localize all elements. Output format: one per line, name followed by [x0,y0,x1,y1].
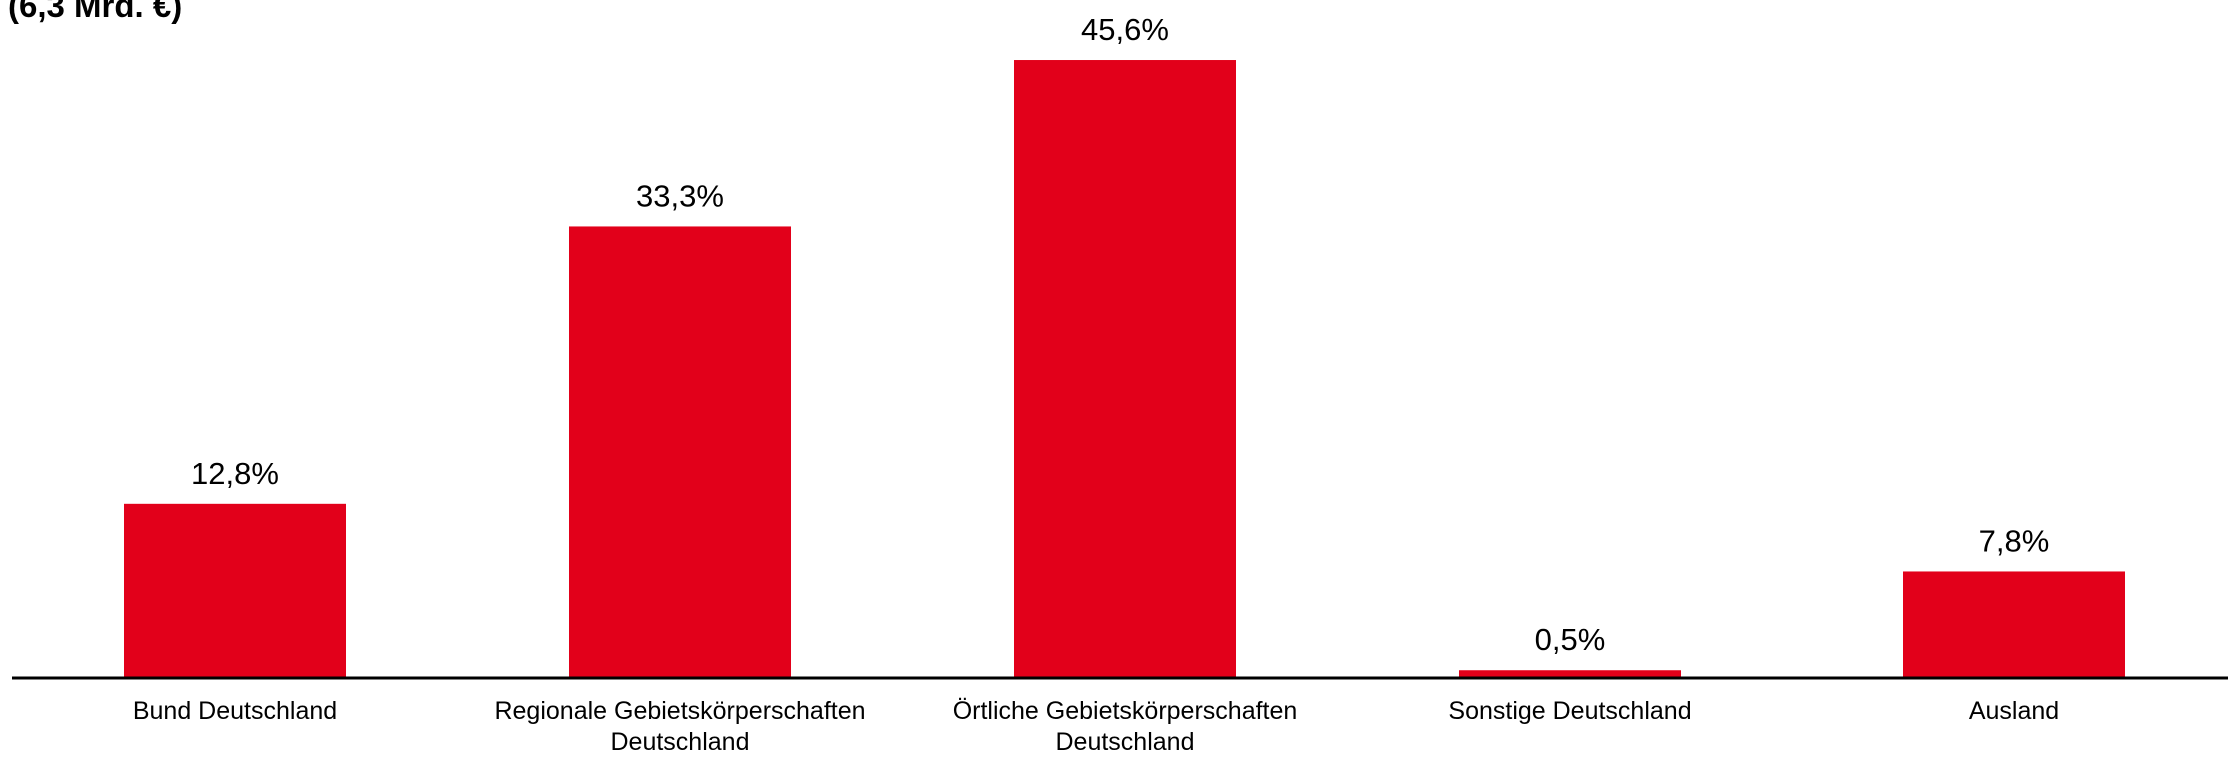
value-label-4: 0,5% [1535,622,1606,657]
category-label-line: Sonstige Deutschland [1448,697,1691,725]
value-labels-layer: 12,8% 33,3% 45,6% 0,5% 7,8% [191,12,2049,657]
value-label-1: 12,8% [191,456,279,491]
value-label-2: 33,3% [636,178,724,213]
chart-title: (6,3 Mrd. €) [8,0,183,24]
category-label-5: Ausland [1969,697,2059,725]
category-label-line: Deutschland [1056,728,1195,755]
bar-1 [124,503,346,677]
category-label-1: Bund Deutschland [133,697,337,725]
category-label-3: Örtliche Gebietskörperschaften Deutschlan… [953,697,1298,755]
category-label-line: Örtliche Gebietskörperschaften [953,697,1298,725]
category-label-line: Regionale Gebietskörperschaften [494,697,865,725]
bars-layer [124,60,2125,678]
bar-3 [1014,60,1236,678]
category-label-line: Ausland [1969,697,2059,725]
category-label-4: Sonstige Deutschland [1448,697,1691,725]
value-label-3: 45,6% [1081,12,1169,47]
category-label-2: Regionale Gebietskörperschaften Deutschla… [494,697,865,755]
value-label-5: 7,8% [1979,523,2050,558]
category-label-line: Deutschland [611,728,750,755]
bar-2 [569,226,791,678]
bar-5 [1903,571,2125,677]
bar-4 [1459,670,1681,677]
category-label-line: Bund Deutschland [133,697,337,725]
category-labels-layer: Bund Deutschland Regionale Gebietskörpers… [133,697,2059,756]
